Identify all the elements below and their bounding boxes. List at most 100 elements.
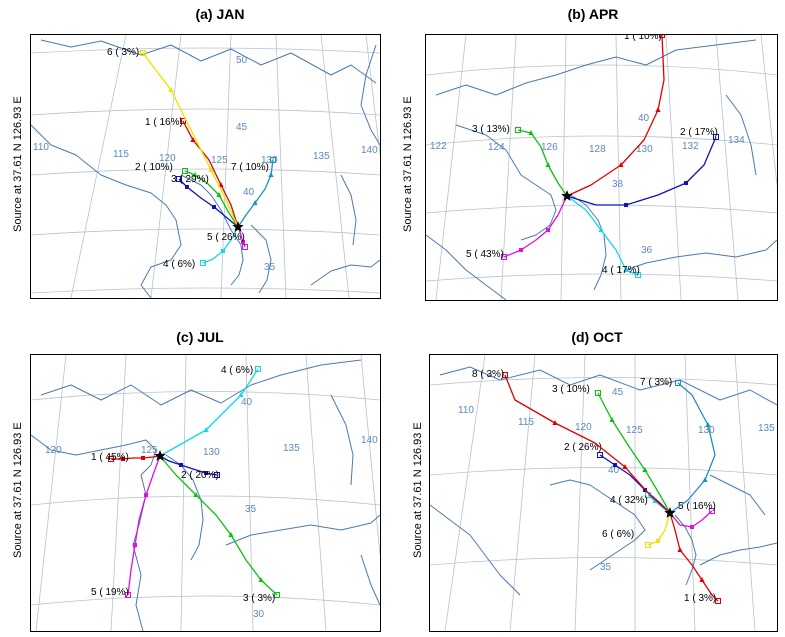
source-star-marker <box>664 507 676 518</box>
trajectory-label: 1 ( 10%) <box>624 35 662 42</box>
trajectory-marker <box>204 471 208 475</box>
longitude-gridline <box>574 355 586 631</box>
trajectory-marker <box>545 162 551 167</box>
trajectory-marker <box>121 457 125 461</box>
latitude-gridline <box>430 467 777 476</box>
longitude-label: 115 <box>518 417 534 428</box>
trajectory-endpoint-marker <box>713 134 719 140</box>
trajectory-marker <box>228 532 234 537</box>
longitude-label: 134 <box>728 135 745 146</box>
coastline <box>699 542 777 566</box>
trajectory-marker <box>702 477 708 482</box>
trajectory-label: 5 ( 19%) <box>91 587 129 598</box>
trajectory-endpoint-marker <box>675 380 681 386</box>
trajectory-endpoint-marker <box>709 508 715 514</box>
latitude-label: 45 <box>612 387 624 398</box>
coastline <box>31 124 182 298</box>
longitude-label: 124 <box>488 142 505 153</box>
trajectory-marker <box>552 420 558 425</box>
trajectory-label: 1 ( 45%) <box>91 452 129 463</box>
longitude-gridline <box>360 355 380 556</box>
trajectory-line <box>504 374 671 514</box>
trajectory-marker <box>618 162 624 167</box>
longitude-gridline <box>110 355 127 631</box>
latitude-label: 40 <box>608 465 620 476</box>
longitude-label: 122 <box>430 141 447 152</box>
trajectory-endpoint-marker <box>214 472 220 478</box>
coastline <box>40 359 362 406</box>
trajectory-marker <box>258 577 264 582</box>
trajectory-marker <box>208 167 214 172</box>
trajectory-marker <box>190 137 196 142</box>
longitude-label: 120 <box>45 445 62 456</box>
panel-title: (b) APR <box>567 6 619 22</box>
trajectory-label: 3 ( 10%) <box>552 384 590 395</box>
coastline <box>426 234 507 300</box>
latitude-label: 36 <box>641 245 653 256</box>
latitude-gridline <box>31 391 380 401</box>
map-jan: 50 45 40 35 110 115 120 125 130 135 140 1 ( 16%) 2 (… <box>30 34 381 299</box>
trajectory-label: 6 ( 3%) <box>107 47 139 58</box>
trajectory-endpoint-marker <box>659 35 665 38</box>
longitude-gridline <box>305 355 327 631</box>
trajectory-endpoint-marker <box>715 598 721 604</box>
trajectory-endpoint-marker <box>180 118 186 124</box>
coastline <box>570 194 607 291</box>
trajectory-line <box>647 512 671 546</box>
longitude-label: 140 <box>361 145 378 156</box>
trajectory-endpoint-marker <box>200 260 206 266</box>
longitude-label: 135 <box>758 423 775 434</box>
trajectory-marker <box>656 539 660 543</box>
trajectory-endpoint-marker <box>176 176 182 182</box>
latitude-label: 30 <box>253 609 265 620</box>
trajectory-label: 6 ( 6%) <box>602 529 634 540</box>
trajectory-endpoint-marker <box>501 254 507 260</box>
trajectory-marker <box>268 172 274 177</box>
trajectory-marker <box>699 577 705 582</box>
source-label: Source at 37.61 N 126.93 E <box>12 422 24 558</box>
longitude-label: 110 <box>458 405 474 416</box>
longitude-label: 128 <box>589 144 606 155</box>
trajectory-line <box>566 195 639 276</box>
latitude-gridline <box>31 228 380 236</box>
trajectory-marker <box>218 182 224 187</box>
coastline <box>430 504 521 596</box>
coastline <box>250 224 272 294</box>
trajectory-line <box>566 136 717 206</box>
longitude-label: 125 <box>211 155 228 166</box>
trajectory-marker <box>216 192 222 197</box>
trajectory-line <box>159 455 278 596</box>
trajectory-endpoint-marker <box>597 452 603 458</box>
trajectory-marker <box>179 463 183 467</box>
trajectory-endpoint-marker <box>635 272 641 278</box>
longitude-label: 120 <box>159 153 176 164</box>
longitude-gridline <box>150 35 182 298</box>
trajectory-marker <box>252 200 258 205</box>
trajectory-label: 5 ( 43%) <box>466 249 504 260</box>
coastline <box>40 39 377 84</box>
coastline <box>225 514 380 546</box>
coastline <box>549 479 646 571</box>
panel-title: (a) JAN <box>195 6 245 22</box>
longitude-gridline <box>684 355 696 631</box>
longitude-label: 125 <box>626 425 643 436</box>
latitude-label: 38 <box>612 179 624 190</box>
trajectory-marker <box>192 172 198 177</box>
trajectory-endpoint-marker <box>645 542 651 548</box>
latitude-label: 45 <box>236 122 248 133</box>
trajectory-label: 3 ( 29%) <box>171 174 209 185</box>
trajectory-label: 2 ( 26%) <box>564 442 602 453</box>
longitude-label: 135 <box>283 443 300 454</box>
trajectory-label: 8 ( 3%) <box>472 369 504 380</box>
trajectory-label: 2 ( 20%) <box>181 470 219 481</box>
trajectory-marker <box>677 547 683 552</box>
trajectory-line <box>182 120 239 228</box>
trajectory-line <box>503 195 568 258</box>
trajectory-marker <box>168 87 174 92</box>
trajectory-label: 1 ( 16%) <box>145 117 183 128</box>
longitude-gridline <box>245 355 254 631</box>
coastline <box>31 434 157 631</box>
trajectory-label: 4 ( 32%) <box>610 495 648 506</box>
trajectory-marker <box>238 392 244 397</box>
trajectory-label: 3 ( 3%) <box>243 593 275 604</box>
